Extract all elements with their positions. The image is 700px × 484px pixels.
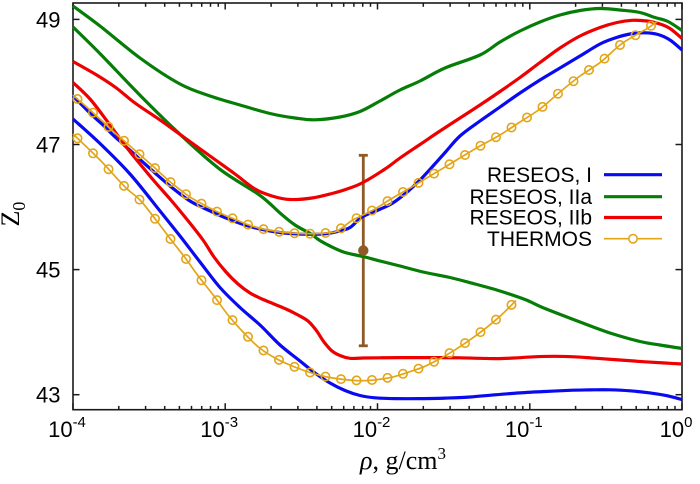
svg-text:47: 47	[36, 133, 60, 158]
svg-text:RESEOS, IIb: RESEOS, IIb	[469, 207, 592, 230]
svg-text:10-3: 10-3	[200, 414, 238, 442]
svg-text:RESEOS, IIa: RESEOS, IIa	[469, 186, 592, 209]
svg-text:ρ, g/cm3: ρ, g/cm3	[359, 444, 446, 475]
svg-text:43: 43	[36, 383, 60, 408]
svg-text:49: 49	[36, 7, 60, 32]
svg-text:45: 45	[36, 258, 60, 283]
svg-text:THERMOS: THERMOS	[487, 228, 592, 251]
svg-text:10-2: 10-2	[353, 414, 391, 442]
svg-text:RESEOS, I: RESEOS, I	[487, 164, 592, 187]
